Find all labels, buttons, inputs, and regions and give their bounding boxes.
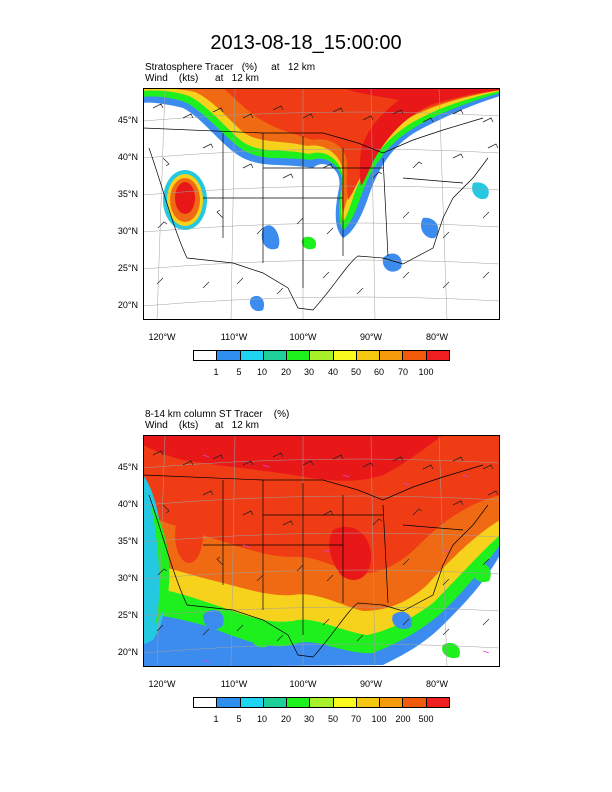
panel1-boundaries (143, 117, 489, 311)
panel2-title-line2: Wind (kts) at 12 km (145, 420, 259, 431)
panel2-colorbar-label: 1 (213, 714, 219, 724)
panel2-lon-label: 80°W (425, 679, 449, 689)
panel1-tracer-field (143, 88, 500, 312)
panel1-lat-label: 25°N (117, 263, 138, 273)
panel1-colorbar-label: 30 (303, 367, 314, 377)
panel1-wind-barbs (152, 103, 499, 295)
panel1-lon-label: 120°W (148, 332, 176, 342)
colorbar-swatch (194, 351, 218, 360)
panel2-colorbar-label: 5 (236, 714, 242, 724)
colorbar-swatch (310, 698, 334, 707)
colorbar-swatch (333, 698, 357, 707)
panel2-colorbar-label: 30 (303, 714, 314, 724)
panel1-lat-label: 40°N (117, 152, 138, 162)
colorbar-swatch (217, 698, 241, 707)
colorbar-swatch (380, 698, 404, 707)
panel1-colorbar-label: 40 (327, 367, 338, 377)
colorbar-swatch (217, 351, 241, 360)
colorbar-swatch (287, 351, 311, 360)
panel2-lat-label: 30°N (117, 573, 138, 583)
panel2-lon-label: 100°W (289, 679, 317, 689)
colorbar-swatch (380, 351, 404, 360)
panel1-colorbar-label: 60 (373, 367, 384, 377)
panel1-colorbar-label: 70 (397, 367, 408, 377)
colorbar-swatch (426, 351, 449, 360)
panel1-lon-label: 80°W (425, 332, 449, 342)
panel1-lat-label: 30°N (117, 226, 138, 236)
panel2-colorbar-label: 20 (280, 714, 291, 724)
colorbar-swatch (263, 698, 288, 707)
panel1-title-line1: Stratosphere Tracer (%) at 12 km (145, 62, 316, 73)
colorbar-swatch (403, 698, 427, 707)
panel2-lat-label: 20°N (117, 647, 138, 657)
colorbar-swatch (194, 698, 218, 707)
panel2-lat-label: 45°N (117, 462, 138, 472)
panel1-lat-label: 45°N (117, 115, 138, 125)
main-title: 2013-08-18_15:00:00 (210, 32, 402, 54)
colorbar-swatch (356, 698, 381, 707)
panel2-map (143, 435, 500, 667)
colorbar-swatch (240, 698, 264, 707)
panel1-lat-label: 35°N (117, 189, 138, 199)
panel2-lat-label: 25°N (117, 610, 138, 620)
panel2-colorbar-label: 100 (371, 714, 387, 724)
colorbar-swatch (333, 351, 357, 360)
panel2-colorbar-label: 200 (395, 714, 411, 724)
colorbar-swatch (240, 351, 264, 360)
panel1-lon-label: 110°W (220, 332, 248, 342)
panel2-colorbar-label: 70 (350, 714, 361, 724)
panel2-colorbar-label: 10 (256, 714, 267, 724)
panel2-lat-label: 40°N (117, 499, 138, 509)
panel2-colorbar (193, 697, 450, 708)
panel2-wind-barbs (152, 450, 499, 642)
panel1-colorbar-label: 50 (350, 367, 361, 377)
colorbar-swatch (310, 351, 334, 360)
panel2-lon-label: 110°W (220, 679, 248, 689)
panel1-colorbar-label: 100 (418, 367, 434, 377)
colorbar-swatch (403, 351, 427, 360)
panel2-lon-label: 120°W (148, 679, 176, 689)
panel1-lon-label: 90°W (359, 332, 383, 342)
panel1-colorbar-label: 5 (236, 367, 242, 377)
colorbar-swatch (356, 351, 381, 360)
panel2-colorbar-label: 50 (327, 714, 338, 724)
colorbar-swatch (426, 698, 449, 707)
panel1-colorbar-label: 10 (256, 367, 267, 377)
panel2-colorbar-label: 500 (418, 714, 434, 724)
colorbar-swatch (287, 698, 311, 707)
panel1-colorbar (193, 350, 450, 361)
panel1-lat-label: 20°N (117, 300, 138, 310)
panel1-lon-label: 100°W (289, 332, 317, 342)
colorbar-swatch (263, 351, 288, 360)
panel2-lat-label: 35°N (117, 536, 138, 546)
panel1-title-line2: Wind (kts) at 12 km (145, 73, 259, 84)
panel1-map (143, 88, 500, 320)
panel2-lon-label: 90°W (359, 679, 383, 689)
panel2-magenta-marks (202, 454, 490, 663)
panel1-colorbar-label: 1 (213, 367, 219, 377)
panel1-colorbar-label: 20 (280, 367, 291, 377)
panel2-title-line1: 8-14 km column ST Tracer (%) (145, 409, 290, 420)
